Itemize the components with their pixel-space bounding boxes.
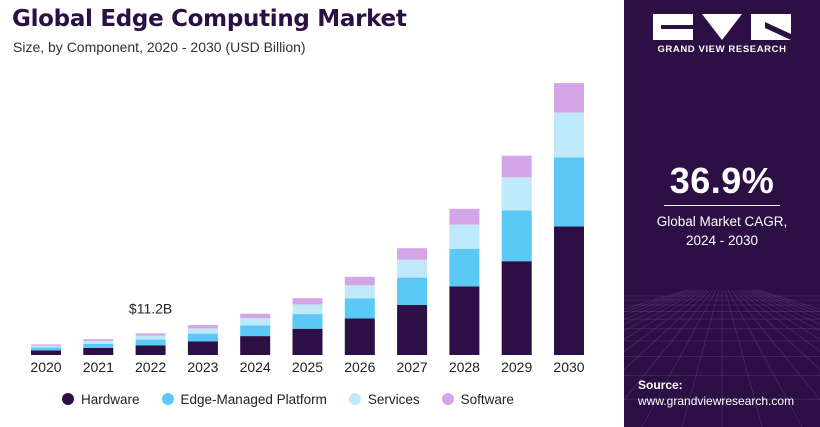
legend-swatch	[161, 393, 174, 405]
bar-services-2024	[240, 318, 271, 326]
bar-hardware-2022	[135, 345, 166, 355]
source-label: Source:	[638, 378, 683, 392]
bar-services-2030	[554, 112, 584, 158]
cagr-label-line2: 2024 - 2030	[685, 233, 759, 248]
legend-label: Services	[367, 391, 420, 407]
bar-services-2027	[397, 259, 428, 278]
bar-services-2029	[501, 177, 532, 211]
x-tick-label-2021: 2021	[83, 359, 114, 375]
chart-subtitle: Size, by Component, 2020 - 2030 (USD Bil…	[13, 39, 306, 55]
bar-edge-managed-platform-2027	[397, 277, 428, 305]
bar-hardware-2023	[187, 341, 218, 355]
bar-hardware-2029	[501, 261, 532, 355]
legend-swatch	[441, 393, 454, 405]
bar-services-2020	[31, 345, 61, 348]
bar-services-2028	[449, 224, 480, 249]
bar-edge-managed-platform-2025	[292, 314, 323, 329]
bar-hardware-2020	[31, 350, 61, 355]
x-tick-label-2023: 2023	[187, 359, 218, 375]
bar-hardware-2021	[83, 348, 114, 355]
x-tick-label-2024: 2024	[240, 359, 271, 375]
bar-edge-managed-platform-2023	[187, 333, 218, 342]
perspective-grid-decoration	[624, 290, 820, 427]
bar-services-2026	[344, 285, 375, 299]
bar-edge-managed-platform-2029	[501, 210, 532, 262]
x-tick-label-2022: 2022	[135, 359, 166, 375]
cagr-value: 36.9%	[669, 160, 775, 201]
legend-item-edge-managed-platform: Edge-Managed Platform	[161, 391, 327, 407]
source-url[interactable]: www.grandviewresearch.com	[638, 394, 795, 408]
bar-software-2023	[187, 325, 218, 329]
x-tick-label-2025: 2025	[292, 359, 323, 375]
x-tick-label-2030: 2030	[553, 359, 584, 375]
chart-area: Global Edge Computing Market Size, by Co…	[12, 6, 585, 408]
bar-edge-managed-platform-2024	[240, 325, 271, 337]
x-tick-label-2026: 2026	[344, 359, 375, 375]
bar-software-2022	[135, 333, 166, 336]
legend-label: Software	[460, 391, 514, 407]
bar-edge-managed-platform-2021	[83, 343, 114, 348]
cagr-label-line1: Global Market CAGR,	[656, 214, 788, 229]
bar-services-2022	[135, 335, 166, 340]
bar-annotation-2022: $11.2B	[129, 300, 172, 316]
bar-edge-managed-platform-2028	[449, 249, 480, 287]
bar-software-2029	[501, 155, 532, 178]
chart-title: Global Edge Computing Market	[12, 6, 407, 32]
cagr-label: Global Market CAGR, 2024 - 2030	[624, 212, 820, 250]
bar-hardware-2024	[240, 336, 271, 355]
legend-swatch	[348, 393, 361, 405]
legend-swatch	[62, 393, 74, 405]
bar-chart: 2020 2021 2022 $11.2B 2023 2024 2025 2026 2027 20…	[30, 83, 585, 375]
x-tick-label-2020: 2020	[30, 359, 61, 375]
bar-services-2023	[187, 328, 218, 334]
bar-hardware-2030	[554, 226, 584, 355]
bar-edge-managed-platform-2030	[554, 157, 584, 227]
bar-edge-managed-platform-2026	[344, 298, 375, 319]
bar-software-2026	[344, 276, 375, 286]
legend-label: Edge-Managed Platform	[180, 391, 327, 407]
bar-software-2028	[449, 208, 480, 225]
bar-software-2024	[240, 313, 271, 319]
brand-panel: GRAND VIEW RESEARCH 36.9% Global Market …	[624, 0, 820, 427]
x-tick-label-2029: 2029	[501, 359, 532, 375]
bar-software-2027	[397, 248, 428, 260]
chart-legend: Hardware Edge-Managed Platform Services Sof…	[62, 390, 536, 408]
bar-services-2021	[83, 340, 114, 344]
gvr-logo-icon	[653, 14, 791, 40]
bar-hardware-2027	[397, 304, 428, 355]
x-tick-label-2028: 2028	[449, 359, 480, 375]
bar-hardware-2028	[449, 286, 480, 355]
bar-software-2025	[292, 298, 323, 305]
bar-hardware-2026	[344, 318, 375, 355]
bar-software-2030	[554, 83, 584, 113]
brand-name: GRAND VIEW RESEARCH	[657, 44, 787, 55]
x-tick-label-2027: 2027	[397, 359, 428, 375]
legend-item-software: Software	[441, 391, 514, 407]
cagr-divider	[664, 205, 780, 206]
bar-software-2020	[31, 344, 61, 346]
bar-edge-managed-platform-2020	[31, 347, 61, 351]
bar-edge-managed-platform-2022	[135, 339, 166, 346]
legend-label: Hardware	[81, 391, 140, 407]
bar-hardware-2025	[292, 328, 323, 355]
bar-software-2021	[83, 339, 114, 341]
bar-services-2025	[292, 304, 323, 315]
legend-item-services: Services	[348, 391, 420, 407]
legend-item-hardware: Hardware	[62, 392, 140, 407]
